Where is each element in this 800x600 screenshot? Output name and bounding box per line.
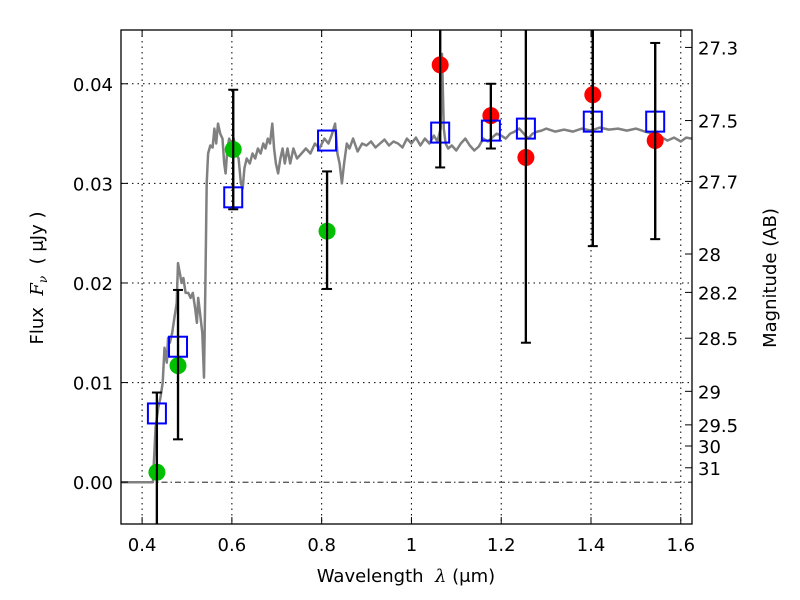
y-tick-label: 0.01 <box>73 374 113 395</box>
y2-tick-label: 27.7 <box>698 172 738 193</box>
y2-tick-label: 29 <box>698 382 721 403</box>
x-tick-label: 0.6 <box>218 535 247 556</box>
y-tick-label: 0.03 <box>73 174 113 195</box>
x-axis-label-lambda: λ <box>434 566 446 587</box>
markers <box>146 30 666 524</box>
y-axis: 0.00 0.01 0.02 0.03 0.04 <box>73 75 128 494</box>
y-tick-label: 0.02 <box>73 274 113 295</box>
y2-tick-label: 27.5 <box>698 112 738 133</box>
y-axis-label-symbol: F <box>27 282 48 297</box>
y2-tick-label: 28 <box>698 245 721 266</box>
y-axis-label-subscript: ν <box>36 276 50 283</box>
x-axis-label-unit: (μm) <box>446 566 495 587</box>
plot-frame <box>120 29 693 525</box>
x-tick-label: 1.4 <box>577 535 606 556</box>
y2-tick-label: 27.3 <box>698 38 738 59</box>
y2-tick-label: 30 <box>698 437 721 458</box>
y2-tick-label: 28.5 <box>698 329 738 350</box>
model-photometry-square <box>317 129 338 152</box>
x-axis-label: Wavelength λ (μm) <box>317 566 495 587</box>
y2-axis-label: Magnitude (AB) <box>760 208 781 348</box>
errorbar-overlay <box>155 30 657 524</box>
x-axis-label-prefix: Wavelength <box>317 566 435 587</box>
x-tick-label: 1 <box>406 535 417 556</box>
x-tick-label: 1.6 <box>666 535 695 556</box>
x-tick-label: 1.2 <box>487 535 516 556</box>
y2-tick-label: 31 <box>698 459 721 480</box>
y-axis-label-prefix: Flux <box>27 296 48 345</box>
x-tick-label: 0.4 <box>128 535 157 556</box>
y-axis-label-unit: ( μJy ) <box>27 211 48 275</box>
y2-tick-label: 28.2 <box>698 283 738 304</box>
y2-tick-label: 29.5 <box>698 416 738 437</box>
y-tick-label: 0.00 <box>73 473 113 494</box>
x-axis: 0.4 0.6 0.8 1 1.2 1.4 1.6 <box>128 30 695 556</box>
y-axis-label: Flux Fν ( μJy ) <box>27 211 50 344</box>
y-tick-label: 0.04 <box>73 75 113 96</box>
x-tick-label: 0.8 <box>307 535 336 556</box>
